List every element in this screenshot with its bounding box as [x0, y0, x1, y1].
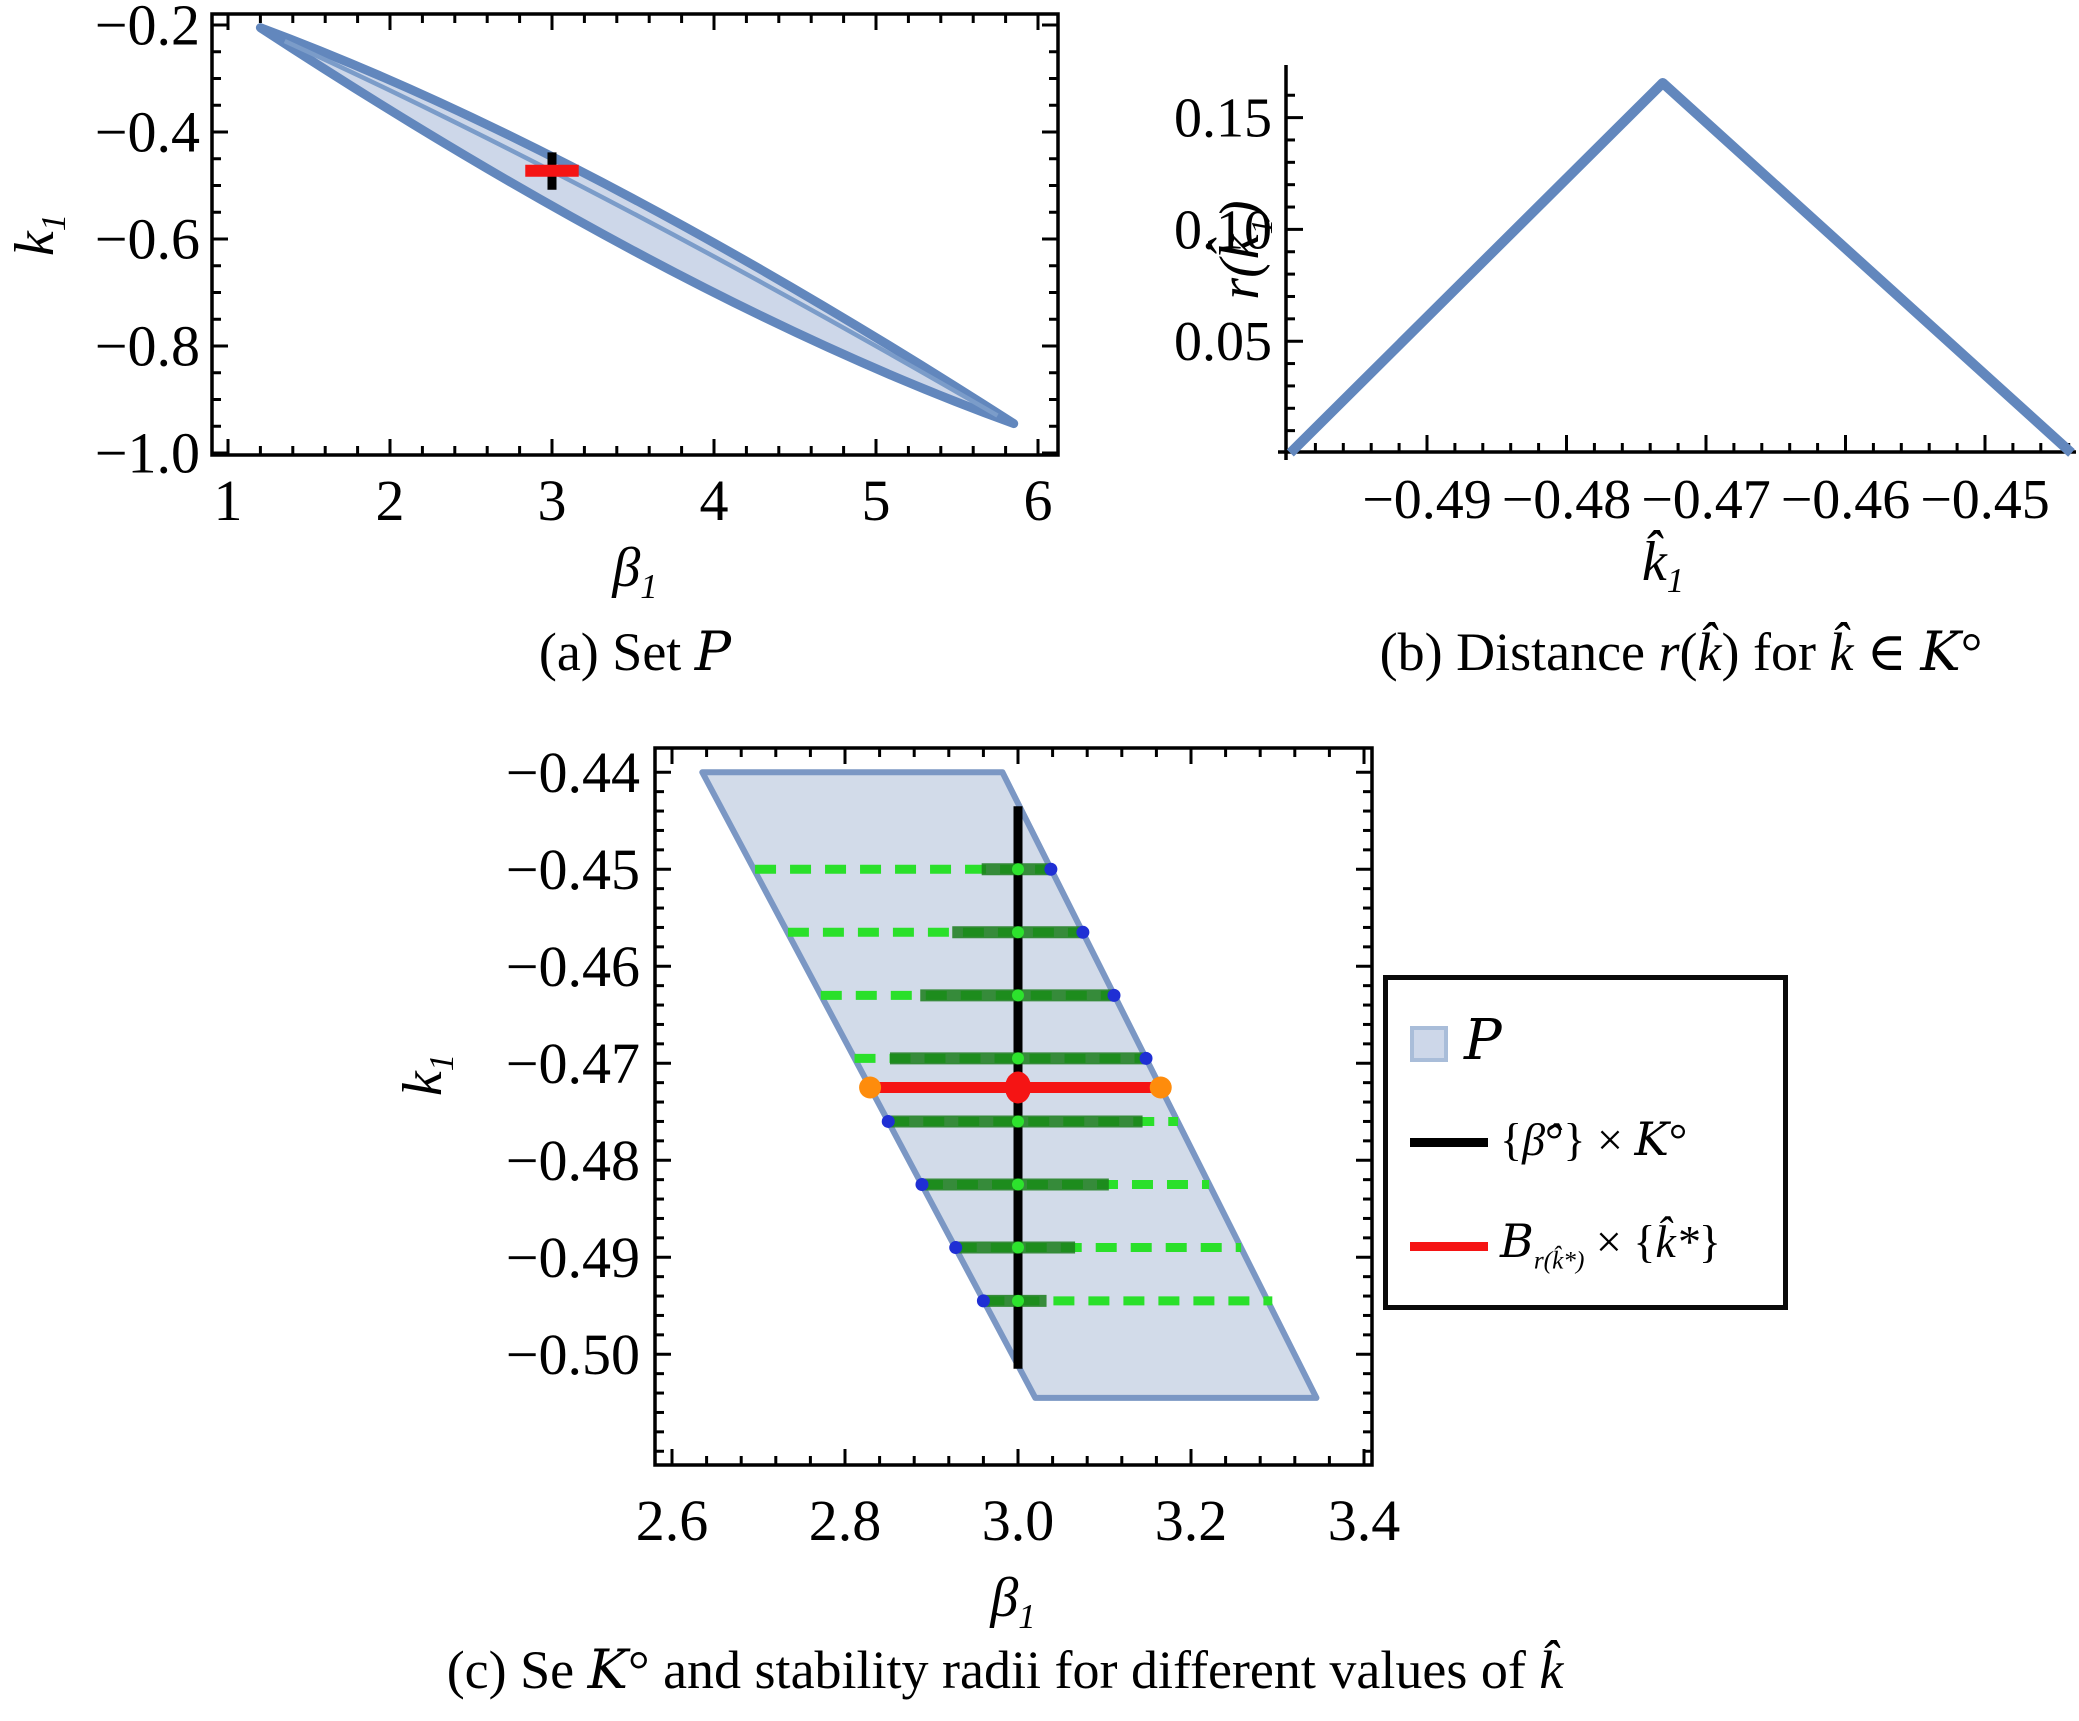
distance-tent-line — [1286, 77, 2075, 457]
center-point-marker — [1012, 1294, 1024, 1307]
stability-line — [881, 1114, 1179, 1128]
y-tick-label: 0.05 — [1174, 311, 1272, 373]
caption-b: (b) Distance r(k̂) for k̂ ∈ K° — [1379, 620, 1983, 683]
center-point-marker — [1012, 863, 1024, 876]
y-tick-label: 0.10 — [1174, 199, 1272, 261]
y-tick-label: 0.15 — [1174, 88, 1272, 150]
legend-item-label-ball: Br(k̂*) × {k̂*} — [1500, 1214, 1721, 1275]
center-point-marker — [1012, 1115, 1024, 1128]
lens-region-P — [255, 23, 1019, 429]
center-point-marker — [1012, 1178, 1024, 1191]
stability-line — [915, 1178, 1210, 1191]
plot-c-x-axis-label: β1 — [990, 1567, 1036, 1637]
stability-line — [949, 1241, 1242, 1255]
x-tick-label: 3.2 — [1155, 1488, 1228, 1553]
caption-c: (c) Se K° and stability radii for differ… — [446, 1638, 1564, 1701]
legend-box: P {β̂°} × K° Br(k̂*) × {k̂*} — [1383, 975, 1788, 1310]
boundary-touch-marker — [1044, 862, 1058, 876]
y-tick-label: −0.8 — [95, 314, 200, 379]
legend-area-swatch — [1410, 1026, 1448, 1062]
stability-line — [854, 1051, 1153, 1065]
x-tick-label: 3.4 — [1328, 1488, 1401, 1553]
boundary-touch-marker — [881, 1114, 895, 1128]
legend-red-line-swatch — [1410, 1242, 1488, 1251]
plot-b: −0.49 −0.48 −0.47 −0.46 −0.45 0.05 0.10 0.15 — [1174, 65, 2076, 531]
y-tick-label: −0.49 — [506, 1225, 640, 1290]
orange-endpoint-left — [859, 1076, 882, 1099]
plot-frame — [210, 12, 1060, 457]
y-tick-label: −0.6 — [95, 207, 200, 272]
stability-line — [820, 988, 1121, 1002]
x-tick-label: −0.46 — [1781, 469, 1911, 531]
caption-a: (a) Set P — [538, 620, 732, 683]
plot-b-y-axis-label: r(k̂1) — [1209, 200, 1279, 300]
y-tick-label: −0.45 — [506, 837, 640, 902]
x-tick-label: −0.48 — [1502, 469, 1632, 531]
stability-line — [755, 862, 1058, 876]
boundary-touch-marker — [1076, 925, 1090, 939]
y-tick-label: −0.50 — [506, 1322, 640, 1387]
y-tick-label: −0.47 — [506, 1031, 640, 1096]
x-tick-label: −0.49 — [1362, 469, 1492, 531]
x-tick-label: 5 — [862, 468, 891, 533]
center-point-marker — [1012, 926, 1024, 939]
legend-item-label-P: P — [1464, 1008, 1502, 1073]
lens-inner-line — [283, 39, 999, 418]
plot-c: 2.6 2.8 3.0 3.2 3.4 −0.44 −0.45 −0.46 −0.47 −0.48… — [506, 740, 1400, 1553]
orange-endpoint-right — [1149, 1076, 1172, 1099]
x-tick-label: 4 — [700, 468, 729, 533]
plot-a-y-axis-label: k1 — [4, 213, 74, 257]
x-tick-label: 6 — [1024, 468, 1053, 533]
stability-line — [787, 925, 1090, 939]
boundary-touch-marker — [949, 1241, 963, 1255]
y-tick-label: −1.0 — [95, 421, 200, 486]
center-point-marker — [1012, 1241, 1024, 1254]
boundary-touch-marker — [1107, 988, 1121, 1002]
legend-black-line-swatch — [1410, 1138, 1488, 1147]
y-tick-label: −0.4 — [95, 100, 200, 165]
y-tick-label: −0.48 — [506, 1128, 640, 1193]
center-point-marker — [1012, 989, 1024, 1002]
plot-c-y-axis-label: k1 — [392, 1053, 462, 1097]
x-tick-label: 1 — [214, 468, 243, 533]
x-tick-label: 3.0 — [982, 1488, 1055, 1553]
boundary-touch-marker — [915, 1178, 929, 1191]
boundary-touch-marker — [976, 1294, 990, 1308]
y-tick-label: −0.44 — [506, 740, 640, 805]
x-tick-label: 2.8 — [809, 1488, 882, 1553]
plot-frame — [653, 746, 1374, 1467]
y-tick-label: −0.46 — [506, 934, 640, 999]
x-tick-label: 3 — [538, 468, 567, 533]
stability-line — [976, 1294, 1273, 1308]
boundary-touch-marker — [1139, 1051, 1153, 1065]
x-tick-label: 2 — [376, 468, 405, 533]
x-tick-label: −0.45 — [1920, 469, 2050, 531]
x-tick-label: 2.6 — [636, 1488, 709, 1553]
center-point-marker — [1012, 1052, 1024, 1065]
kstar-center-marker — [1005, 1071, 1031, 1104]
y-tick-label: −0.2 — [95, 0, 200, 58]
plot-a-x-axis-label: β1 — [612, 537, 658, 607]
plot-a: 1 2 3 4 5 6 −0.2 −0.4 −0.6 −0.8 −1.0 — [95, 0, 1060, 533]
legend-item-label-Kset: {β̂°} × K° — [1500, 1112, 1688, 1166]
x-tick-label: −0.47 — [1641, 469, 1771, 531]
plot-b-x-axis-label: k̂1 — [1641, 531, 1685, 601]
